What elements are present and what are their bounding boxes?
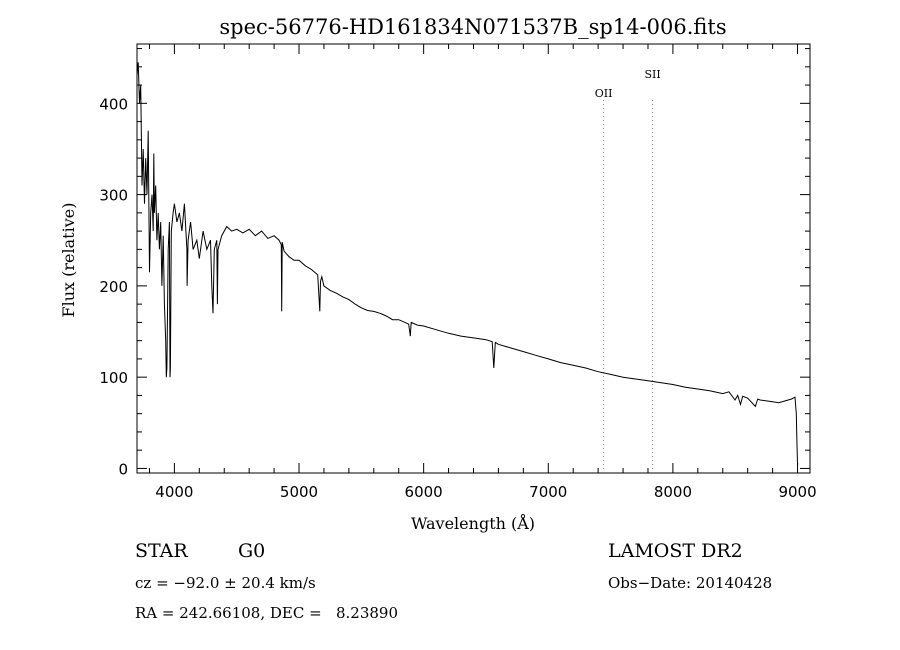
x-tick-label: 5000 [280,483,318,501]
y-tick-label: 300 [99,187,128,205]
y-tick-label: 200 [99,278,128,296]
x-tick-label: 4000 [155,483,193,501]
x-tick-label: 9000 [778,483,816,501]
x-tick-label: 6000 [405,483,443,501]
y-tick-label: 100 [99,369,128,387]
redshift-cz: cz = −92.0 ± 20.4 km/s [135,574,316,592]
obs-date: Obs−Date: 20140428 [608,574,773,592]
axis-ticks: 4000 5000 6000 7000 8000 9000 0 100 200 300 400 [99,44,817,501]
survey-name: LAMOST DR2 [608,540,743,562]
chart-title: spec-56776-HD161834N071537B_sp14-006.fit… [219,15,726,39]
y-axis-label: Flux (relative) [59,203,78,318]
y-tick-label: 0 [118,460,128,478]
annotation-label: SII [644,68,660,81]
x-tick-label: 8000 [654,483,692,501]
x-tick-label: 7000 [529,483,567,501]
ra-dec-coordinates: RA = 242.66108, DEC = 8.23890 [135,604,399,622]
spectral-class: G0 [238,540,266,562]
plot-frame [136,43,811,474]
object-type: STAR [135,540,188,562]
spectrum-line [136,62,799,465]
y-tick-label: 400 [99,95,128,113]
line-annotations: OII SII [595,68,661,473]
x-axis-label: Wavelength (Å) [411,513,535,533]
annotation-label: OII [595,87,613,100]
